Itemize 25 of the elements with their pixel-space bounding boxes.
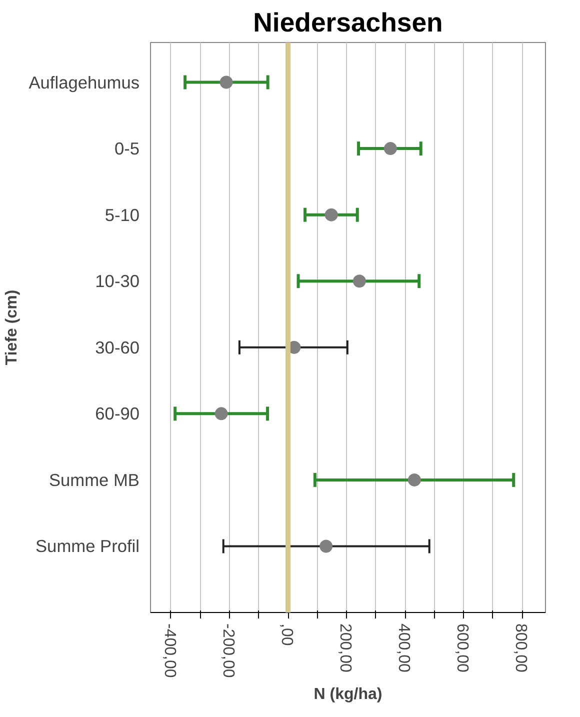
point [220,76,233,89]
point [214,407,228,420]
y-tick-label: Auflagehumus [28,72,140,92]
point [352,274,366,288]
y-tick-label: 60-90 [95,404,140,424]
y-tick-label: 10-30 [95,271,140,292]
y-tick-label: Summe Profil [36,536,140,556]
x-tick-label: 400,00 [395,624,412,673]
chart-title: Niedersachsen [253,8,443,38]
point [324,208,338,222]
point [384,142,397,156]
x-tick-label: 200,00 [336,624,354,673]
x-tick-label: -400,00 [160,624,178,678]
x-tick-label: -200,00 [220,624,236,678]
y-tick-label: 30-60 [95,337,140,358]
y-axis-title: Tiefe (cm) [4,290,21,366]
y-tick-label: 5-10 [104,204,140,225]
x-tick-label: 800,00 [512,624,530,673]
x-axis-title: N (kg/ha) [314,686,382,703]
y-tick-label: 0-5 [114,138,140,159]
x-tick-label: ,00 [278,624,296,646]
x-tick-label: 600,00 [454,624,471,673]
y-tick-label: Summe MB [48,470,140,490]
point [408,473,421,486]
point [320,540,333,553]
